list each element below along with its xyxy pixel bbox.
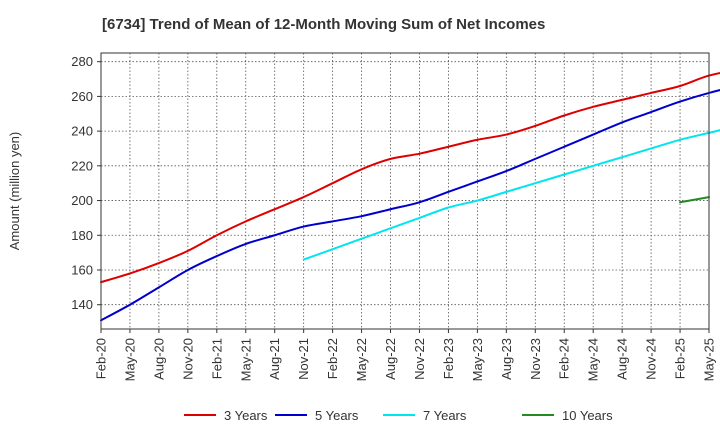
y-tick-label: 260: [71, 89, 93, 104]
x-tick-label: May-25: [702, 338, 717, 381]
series-line-10-years: [679, 196, 710, 204]
plot-frame: [100, 52, 710, 330]
x-tick-label: May-22: [354, 338, 369, 381]
series-line-3-years: [100, 71, 720, 284]
grid: [100, 53, 710, 329]
x-tick-label: Aug-21: [267, 338, 282, 380]
x-tick-label: Feb-23: [441, 338, 456, 379]
y-tick-label: 140: [71, 297, 93, 312]
y-tick-label: 240: [71, 124, 93, 139]
y-tick-label: 200: [71, 193, 93, 208]
x-tick-label: Nov-24: [644, 338, 659, 380]
y-tick-label: 220: [71, 158, 93, 173]
legend: 3 Years 5 Years 7 Years 10 Years: [184, 408, 613, 423]
legend-label: 3 Years: [224, 408, 268, 423]
x-tick-label: Feb-25: [673, 338, 688, 379]
x-tick-label: Aug-22: [383, 338, 398, 380]
x-tick-label: Aug-24: [615, 338, 630, 380]
x-tick-label: Feb-21: [209, 338, 224, 379]
x-tick-label: Feb-24: [557, 338, 572, 379]
x-tick-label: Feb-22: [325, 338, 340, 379]
x-tick-label: May-21: [238, 338, 253, 381]
series-lines: [100, 71, 720, 322]
legend-label: 5 Years: [315, 408, 359, 423]
y-tick-label: 160: [71, 262, 93, 277]
x-tick-label: May-20: [122, 338, 137, 381]
y-tick-labels: 140 160 180 200 220 240 260 280: [71, 54, 101, 312]
x-tick-labels: Feb-20 May-20 Aug-20 Nov-20 Feb-21 May-21 Aug-…: [94, 329, 717, 381]
x-tick-label: Nov-22: [412, 338, 427, 380]
legend-label: 7 Years: [423, 408, 467, 423]
y-tick-label: 280: [71, 54, 93, 69]
x-tick-label: May-24: [586, 338, 601, 381]
y-axis-label: Amount (million yen): [7, 132, 22, 251]
x-tick-label: Nov-20: [180, 338, 195, 380]
chart-title: [6734] Trend of Mean of 12-Month Moving …: [102, 16, 545, 33]
x-tick-label: Aug-23: [499, 338, 514, 380]
series-line-7-years: [302, 129, 720, 261]
legend-label: 10 Years: [562, 408, 613, 423]
x-tick-label: Nov-21: [296, 338, 311, 380]
y-tick-label: 180: [71, 228, 93, 243]
x-tick-label: Feb-20: [94, 338, 109, 379]
x-tick-label: Aug-20: [151, 338, 166, 380]
x-tick-label: May-23: [470, 338, 485, 381]
x-tick-label: Nov-23: [528, 338, 543, 380]
series-line-5-years: [100, 89, 720, 322]
